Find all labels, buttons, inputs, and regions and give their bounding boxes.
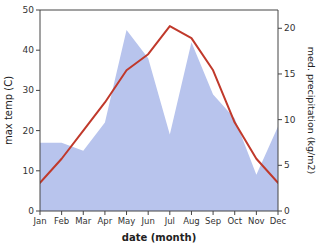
- x-tick-label: Apr: [98, 216, 113, 226]
- x-tick: [256, 211, 257, 215]
- top-frame-line: [40, 10, 278, 11]
- x-tick-label: Aug: [183, 216, 200, 226]
- x-tick-label: Feb: [54, 216, 69, 226]
- x-tick-label: Mar: [75, 216, 92, 226]
- x-axis-label: date (month): [122, 232, 196, 243]
- x-tick: [234, 211, 235, 215]
- x-tick-label: Dec: [270, 216, 287, 226]
- y2-tick-label: 20: [284, 23, 296, 33]
- plot-area: [40, 26, 278, 211]
- x-tick: [104, 211, 105, 215]
- x-tick-label: Nov: [248, 216, 265, 226]
- x-tick-label: May: [118, 216, 136, 226]
- y-tick: [36, 50, 40, 51]
- x-tick: [191, 211, 192, 215]
- y2-tick: [278, 211, 282, 212]
- y-tick: [36, 211, 40, 212]
- x-tick: [278, 211, 279, 215]
- y-tick-label: 10: [23, 166, 35, 176]
- y2-tick-label: 0: [284, 206, 290, 216]
- x-tick-label: Jan: [32, 216, 46, 226]
- y-axis-line: [40, 10, 41, 211]
- x-tick: [126, 211, 127, 215]
- x-tick: [40, 211, 41, 215]
- temperature-line: [40, 26, 278, 183]
- y2-tick-label: 15: [284, 69, 295, 79]
- x-tick: [83, 211, 84, 215]
- y2-axis-line: [278, 10, 279, 211]
- y-tick-label: 0: [28, 206, 34, 216]
- y-tick: [36, 170, 40, 171]
- y2-tick-label: 10: [284, 115, 296, 125]
- x-tick: [213, 211, 214, 215]
- x-tick: [169, 211, 170, 215]
- x-tick-label: Sep: [205, 216, 221, 226]
- chart: 0 10 20 30 40 50 0 5 10 15 20 Jan Feb Mar Apr May Jun Jul…: [0, 0, 318, 247]
- x-axis-line: [40, 211, 278, 212]
- y2-axis-label: med. precipitation (kg/m2): [306, 47, 317, 174]
- x-tick-label: Jun: [141, 216, 155, 226]
- x-tick-label: Jul: [164, 216, 175, 226]
- x-tick: [61, 211, 62, 215]
- y-tick-label: 40: [23, 45, 35, 55]
- y-tick: [36, 90, 40, 91]
- y2-tick: [278, 119, 282, 120]
- y-tick-label: 30: [23, 85, 35, 95]
- precipitation-area: [40, 30, 278, 211]
- y-tick-label: 50: [23, 5, 35, 15]
- y2-tick: [278, 28, 282, 29]
- y-tick: [36, 10, 40, 11]
- y2-tick: [278, 73, 282, 74]
- x-tick-label: Oct: [227, 216, 242, 226]
- y-axis-label: max temp (C): [3, 76, 14, 145]
- y2-tick-label: 5: [284, 160, 290, 170]
- x-tick: [148, 211, 149, 215]
- y-tick-label: 20: [23, 126, 35, 136]
- y-tick: [36, 130, 40, 131]
- y2-tick: [278, 165, 282, 166]
